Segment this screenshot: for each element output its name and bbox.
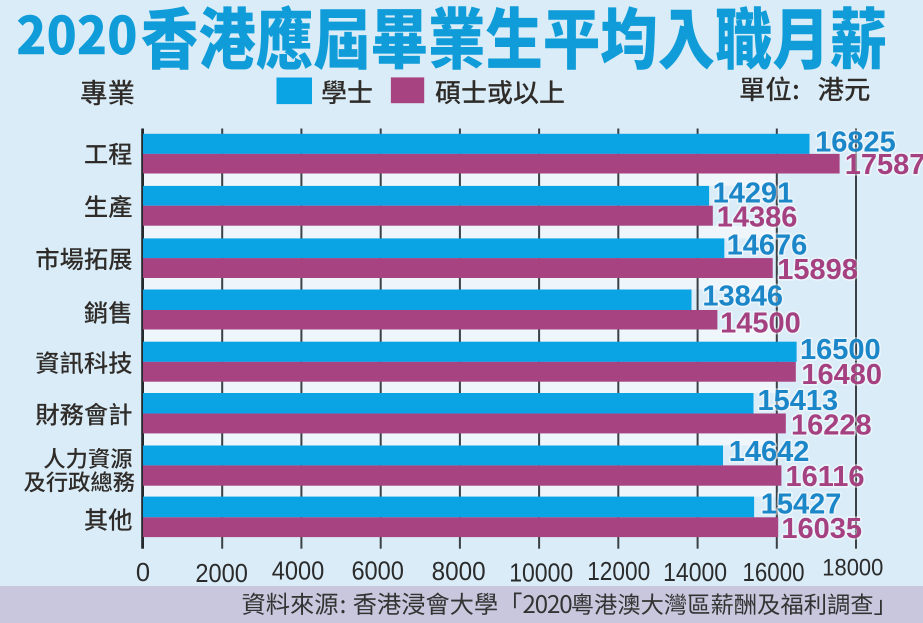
svg-text:16480: 16480 [801,359,882,391]
svg-text:15413: 15413 [758,385,839,417]
svg-text:14500: 14500 [720,308,801,340]
svg-text:16500: 16500 [800,334,881,366]
svg-text:18000: 18000 [822,555,883,582]
svg-text:15898: 15898 [777,254,858,286]
svg-text:16035: 16035 [781,513,862,545]
svg-text:16116: 16116 [786,461,865,493]
svg-text:10000: 10000 [509,559,573,587]
svg-text:16000: 16000 [743,559,805,587]
svg-text:14676: 14676 [727,229,808,261]
svg-text:16825: 16825 [815,127,896,159]
svg-text:12000: 12000 [587,558,650,586]
svg-text:14386: 14386 [717,202,798,234]
svg-text:17587: 17587 [845,149,923,181]
svg-text:14000: 14000 [663,559,727,587]
svg-text:14291: 14291 [713,178,794,210]
svg-text:13846: 13846 [702,281,783,313]
svg-text:14642: 14642 [729,436,810,468]
svg-text:4000: 4000 [272,558,325,586]
svg-text:16228: 16228 [791,409,872,441]
svg-text:6000: 6000 [351,558,404,586]
svg-text:15427: 15427 [761,488,842,520]
svg-text:2000: 2000 [195,560,248,588]
svg-text:0: 0 [136,559,150,587]
svg-text:8000: 8000 [432,558,486,586]
